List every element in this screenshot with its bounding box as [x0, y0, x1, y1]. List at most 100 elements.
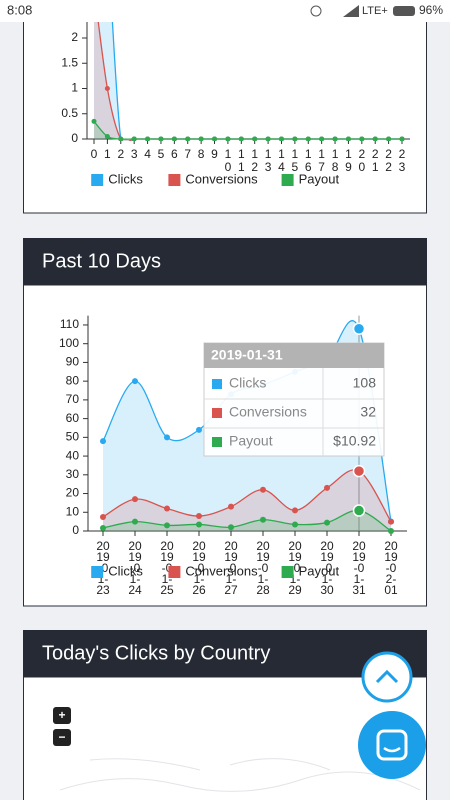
point	[104, 86, 110, 91]
point	[260, 486, 266, 493]
x-tick-label: 5	[158, 147, 165, 161]
y-tick-label: 2	[71, 30, 78, 44]
chart: 01020304050607080901001102019-01-232019-…	[59, 315, 407, 597]
point	[265, 136, 271, 141]
chat-icon	[383, 746, 401, 753]
x-tick-label: 7	[184, 147, 191, 161]
point	[132, 518, 138, 525]
y-tick-label: 30	[66, 467, 80, 481]
card	[23, 0, 427, 214]
point	[278, 136, 284, 141]
status-time: 8:08	[7, 2, 32, 17]
point	[185, 136, 191, 141]
legend-label: Payout	[299, 171, 340, 186]
y-tick-label: 80	[66, 373, 80, 387]
x-tick-label: 0	[91, 147, 98, 161]
point	[332, 136, 338, 141]
zoom-in-label[interactable]: +	[58, 708, 65, 722]
y-tick-label: 10	[66, 504, 80, 518]
status-battery: 96%	[419, 3, 443, 17]
point	[324, 484, 330, 491]
x-tick-label: 9	[211, 147, 218, 161]
status-bar	[0, 0, 450, 22]
card-header	[23, 238, 427, 285]
zoom-out-button[interactable]	[53, 729, 71, 746]
zoom-in-button[interactable]	[53, 707, 71, 724]
series	[100, 504, 394, 534]
chevron-icon	[375, 669, 399, 684]
point	[228, 503, 234, 510]
x-tick-label: 20 19 -0 1-24	[128, 539, 142, 597]
point	[164, 505, 170, 512]
card-header	[23, 630, 427, 677]
y-tick-label: 70	[66, 392, 80, 406]
point	[359, 136, 365, 141]
point	[118, 136, 124, 141]
point	[345, 136, 351, 141]
point	[372, 136, 378, 141]
zoom-out-label[interactable]: −	[58, 730, 65, 744]
point	[388, 528, 394, 534]
point	[158, 136, 164, 141]
x-tick-label: 20 19 -0 1-27	[224, 539, 238, 597]
tooltip-header	[204, 343, 384, 368]
scroll-top-button[interactable]	[361, 651, 413, 703]
y-tick-label: 60	[66, 411, 80, 425]
y-tick-label: 110	[60, 317, 79, 331]
legend-label: Payout	[299, 563, 340, 578]
legend-swatch	[281, 566, 294, 578]
x-tick-label: 20 19 -0 1-30	[320, 539, 334, 597]
point	[399, 136, 405, 141]
point	[319, 136, 325, 141]
y-tick-label: 0	[71, 131, 78, 145]
x-tick-label: 6	[171, 147, 178, 161]
point	[164, 434, 170, 441]
legend-label: Conversions	[185, 563, 258, 578]
y-tick-label: 0.5	[61, 106, 78, 120]
battery-icon	[393, 6, 415, 16]
point	[198, 136, 204, 141]
point	[91, 118, 97, 124]
chart: 00.511.520 1 2 3 4 5 6 7 8 9 1 01 11 21 31 41 51 61 71 81 92…	[61, 0, 410, 186]
chat-button[interactable]	[358, 711, 426, 779]
point	[100, 525, 106, 532]
area	[103, 469, 391, 531]
map-outline	[59, 758, 421, 792]
series	[91, 118, 405, 141]
signal-icon	[343, 5, 359, 17]
tooltip-swatch	[212, 408, 222, 418]
x-tick-label: 2	[117, 147, 124, 161]
x-tick-label: 20 19 -0 1-31	[352, 539, 366, 597]
point	[352, 504, 366, 517]
line	[102, 469, 392, 522]
point	[196, 426, 202, 433]
point	[100, 438, 106, 445]
point	[352, 464, 366, 478]
point	[104, 133, 110, 139]
point	[292, 136, 298, 141]
x-tick-label: 20 19 -0 2-01	[384, 539, 398, 597]
legend-label: Clicks	[108, 171, 143, 186]
y-tick-label: 1	[71, 81, 78, 95]
tooltip-label: Payout	[229, 433, 273, 449]
card-title: Past 10 Days	[42, 250, 161, 272]
x-tick-label: 20 19 -0 1-28	[256, 539, 270, 597]
legend-swatch	[91, 174, 104, 186]
y-tick-label: 40	[66, 448, 80, 462]
x-tick-label: 20 19 -0 1-25	[160, 539, 174, 597]
x-tick-label: 20 19 -0 1-26	[192, 539, 206, 597]
point	[131, 136, 137, 141]
point	[132, 496, 138, 503]
point	[196, 521, 202, 528]
